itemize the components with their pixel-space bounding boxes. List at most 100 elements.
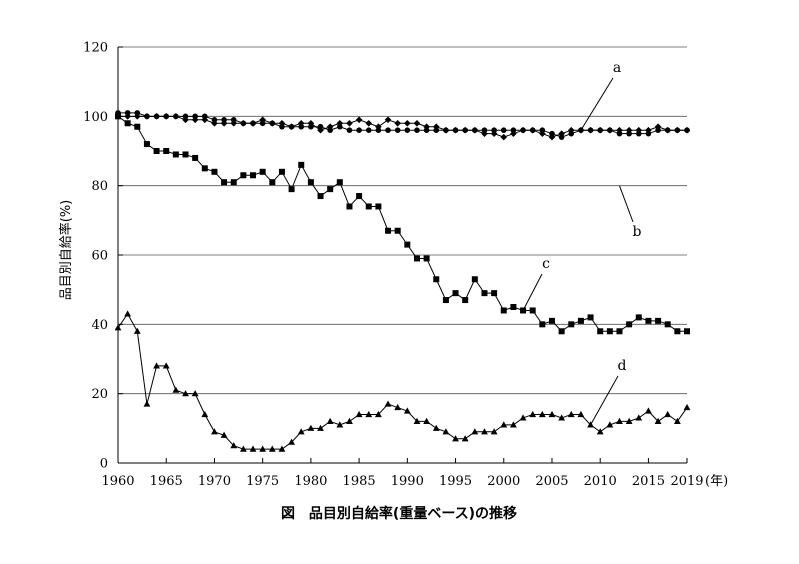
- data-point-c: [471, 276, 478, 283]
- data-point-c: [548, 317, 555, 324]
- series-line-c: [117, 115, 687, 332]
- data-point-d: [374, 410, 382, 418]
- data-point-c: [491, 290, 498, 297]
- data-point-b: [201, 116, 209, 124]
- data-point-d: [510, 421, 517, 428]
- y-axis-label: 品目別自給率(%): [58, 200, 74, 301]
- data-point-b: [297, 119, 305, 127]
- data-point-d: [577, 410, 585, 418]
- data-point-b: [519, 126, 527, 134]
- data-point-c: [558, 328, 565, 335]
- data-point-d: [538, 410, 546, 418]
- data-point-c: [423, 255, 430, 262]
- x-tick-labels: 1960 1965 1970 1975 1980 1985 1990 1995 2000 2005…: [101, 474, 703, 489]
- x-tick-label: 1960: [101, 474, 134, 489]
- data-point-a: [308, 123, 314, 130]
- data-point-c: [230, 179, 237, 186]
- data-point-b: [490, 130, 498, 137]
- x-tick-label: 2015: [632, 474, 665, 489]
- data-point-b: [500, 133, 508, 141]
- gridlines: [118, 46, 687, 395]
- x-tick-label: 1990: [391, 474, 424, 489]
- data-point-c: [655, 317, 662, 324]
- y-tick-label: 100: [83, 110, 108, 125]
- data-point-c: [500, 307, 507, 314]
- data-point-c: [577, 317, 584, 324]
- data-point-b: [153, 113, 160, 120]
- data-point-d: [288, 438, 295, 445]
- x-tick-label: 1970: [198, 474, 231, 489]
- data-point-d: [162, 362, 170, 369]
- data-point-c: [250, 172, 257, 179]
- data-point-c: [674, 328, 681, 335]
- series-a: [115, 110, 690, 140]
- data-point-c: [452, 290, 459, 297]
- data-point-b: [654, 123, 662, 131]
- data-point-b: [162, 113, 170, 120]
- data-point-b: [442, 126, 450, 134]
- data-point-c: [433, 276, 440, 283]
- data-point-a: [549, 130, 555, 137]
- data-point-b: [326, 123, 334, 131]
- data-point-c: [664, 321, 671, 328]
- series-b: [114, 113, 691, 141]
- data-point-c: [153, 148, 160, 154]
- data-point-c: [645, 317, 652, 324]
- data-point-d: [442, 428, 450, 435]
- data-point-a: [346, 127, 353, 133]
- data-point-b: [220, 119, 228, 127]
- data-point-c: [385, 227, 392, 234]
- data-point-c: [481, 290, 488, 297]
- data-point-b: [307, 119, 315, 127]
- chart-caption: 図 品目別自給率(重量ベース)の推移: [281, 505, 517, 522]
- data-point-c: [143, 141, 150, 148]
- x-tick-label: 2005: [535, 474, 568, 489]
- data-point-b: [616, 126, 623, 134]
- data-point-b: [133, 113, 141, 120]
- data-point-b: [375, 123, 382, 131]
- data-point-b: [452, 126, 459, 134]
- data-point-d: [268, 445, 276, 452]
- series-label-d: d: [618, 358, 627, 374]
- data-point-a: [317, 123, 324, 130]
- data-point-a: [500, 127, 507, 133]
- data-point-d: [673, 417, 681, 424]
- data-point-d: [336, 421, 344, 428]
- data-point-b: [404, 119, 411, 127]
- data-point-d: [182, 390, 189, 397]
- data-point-b: [529, 126, 536, 134]
- data-point-d: [153, 362, 160, 369]
- data-point-d: [490, 428, 498, 435]
- data-point-b: [269, 119, 276, 127]
- data-point-d: [606, 421, 614, 428]
- data-point-c: [375, 203, 382, 210]
- data-point-a: [192, 113, 198, 120]
- data-point-c: [201, 165, 208, 172]
- data-point-b: [355, 116, 363, 124]
- data-point-a: [558, 134, 565, 140]
- data-point-d: [500, 421, 508, 428]
- data-point-c: [597, 328, 604, 335]
- data-point-c: [626, 321, 633, 328]
- data-point-a: [568, 130, 575, 137]
- data-point-c: [462, 297, 469, 304]
- data-point-d: [683, 403, 691, 411]
- data-point-b: [172, 113, 180, 120]
- data-point-d: [230, 442, 238, 449]
- data-point-c: [336, 179, 343, 186]
- x-axis-unit: (年): [705, 474, 728, 489]
- data-point-c: [134, 123, 141, 130]
- data-point-d: [567, 410, 575, 418]
- x-tick-label: 1975: [246, 474, 279, 489]
- data-point-a: [182, 113, 189, 120]
- data-point-b: [471, 126, 479, 134]
- data-point-d: [519, 414, 527, 421]
- data-point-d: [317, 424, 324, 431]
- data-point-a: [404, 127, 411, 133]
- data-point-c: [211, 168, 218, 175]
- data-point-c: [394, 227, 401, 234]
- data-point-d: [481, 428, 488, 435]
- x-tick-label: 2010: [584, 474, 617, 489]
- data-point-a: [481, 127, 488, 133]
